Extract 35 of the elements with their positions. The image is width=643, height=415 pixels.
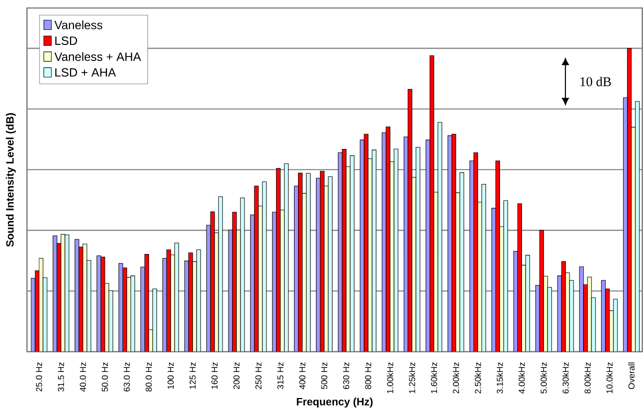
legend-label: Vaneless + AHA [54, 52, 142, 62]
x-tick-label: 315 Hz [277, 362, 284, 390]
x-tick-label: 80.0 Hz [146, 362, 152, 392]
x-tick-label: 125 Hz [190, 362, 196, 389]
x-tick-label: 1.60kHz [430, 362, 438, 394]
x-tick-label: 500 Hz [321, 362, 328, 390]
x-tick-label: 10.0kHz [606, 362, 613, 394]
x-tick-label: 630 Hz [343, 362, 350, 390]
legend-label: Vaneless [54, 20, 102, 30]
x-tick-label: 50.0 Hz [102, 362, 108, 392]
x-tick-label: 100 Hz [168, 362, 174, 389]
y-axis-title: Sound Intensity Level (dB) [6, 113, 16, 247]
x-tick-label: 800 Hz [365, 362, 372, 390]
x-tick-label: 25.0 Hz [36, 362, 42, 392]
legend-label: LSD + AHA [55, 68, 116, 77]
x-tick-label: 1.25kHz [408, 362, 416, 394]
x-tick-label: 63.0 Hz [124, 362, 130, 392]
x-tick-label: 31.5 Hz [58, 362, 64, 392]
x-tick-label: 5.00kHz [540, 362, 547, 394]
x-tick-label: 40.0 Hz [80, 362, 86, 392]
x-tick-label: 200 Hz [233, 362, 240, 390]
legend-label: LSD [55, 36, 78, 46]
x-tick-label: 8.00kHz [584, 362, 591, 394]
x-tick-label: Overall [628, 362, 635, 390]
x-tick-label: 2.00kHz [452, 362, 460, 394]
x-tick-label: 160 Hz [211, 362, 218, 389]
annotation: 10 dB [580, 77, 611, 86]
x-tick-label: 400 Hz [299, 362, 306, 390]
x-tick-label: 6.30kHz [562, 362, 569, 394]
x-tick-label: 250 Hz [255, 362, 262, 390]
x-axis-title: Frequency (Hz) [296, 398, 373, 408]
x-tick-label: 4.00kHz [518, 362, 525, 394]
x-tick-label: 3.15kHz [496, 362, 503, 394]
x-tick-label: 1.00kHz [386, 362, 394, 394]
x-tick-label: 2.50kHz [474, 362, 481, 394]
